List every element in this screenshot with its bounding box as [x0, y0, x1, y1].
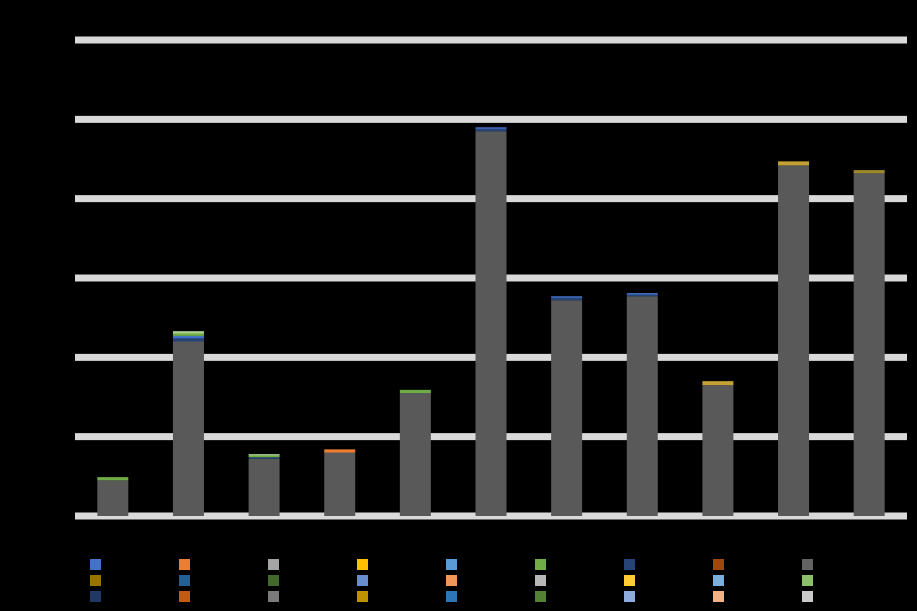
legend-swatch: [357, 575, 368, 586]
bar-segment: [702, 385, 734, 516]
bar-stack: [475, 127, 507, 516]
legend-swatch: [713, 591, 724, 602]
legend-swatch: [535, 591, 546, 602]
bar-segment: [475, 128, 507, 132]
bar-segment: [248, 457, 280, 459]
legend-swatch: [624, 591, 635, 602]
bar-segment: [172, 341, 204, 516]
bar-stack: [551, 296, 583, 516]
bar-segment: [172, 338, 204, 342]
bar-segment: [475, 127, 507, 129]
bar-stack: [97, 477, 129, 516]
bar-stack: [399, 389, 431, 516]
bar-segment: [97, 477, 129, 481]
bar-segment: [551, 296, 583, 298]
legend-swatch: [90, 559, 101, 570]
legend-swatch: [268, 591, 279, 602]
bar-segment: [475, 131, 507, 516]
legend-swatch: [802, 575, 813, 586]
legend-swatch: [624, 559, 635, 570]
bar-segment: [324, 449, 356, 453]
bar-stack: [324, 449, 356, 516]
bar-segment: [626, 296, 658, 516]
legend-swatch: [357, 591, 368, 602]
legend-swatch: [90, 575, 101, 586]
legend-swatch: [446, 575, 457, 586]
bar-segment: [172, 331, 204, 334]
bar-segment: [172, 333, 204, 336]
bar-stack: [626, 293, 658, 516]
bar-segment: [399, 389, 431, 394]
legend-swatch: [268, 559, 279, 570]
bar-segment: [626, 293, 658, 295]
bar-stack: [778, 161, 810, 516]
legend-swatch: [535, 559, 546, 570]
legend: [90, 559, 813, 602]
legend-swatch: [90, 591, 101, 602]
bar-segment: [626, 294, 658, 297]
legend-swatch: [713, 559, 724, 570]
legend-swatch: [179, 575, 190, 586]
bar-segment: [778, 165, 810, 516]
bar-segment: [551, 297, 583, 301]
bar-stack: [702, 381, 734, 516]
bar-stack: [172, 331, 204, 516]
legend-swatch: [713, 575, 724, 586]
bar-segment: [324, 452, 356, 516]
bar-stack: [248, 454, 280, 516]
legend-swatch: [535, 575, 546, 586]
bar-segment: [248, 455, 280, 458]
legend-swatch: [802, 591, 813, 602]
legend-swatch: [802, 559, 813, 570]
bar-segment: [248, 454, 280, 456]
bar-segment: [702, 381, 734, 386]
bar-segment: [172, 335, 204, 339]
bar-segment: [778, 161, 810, 166]
bar-segment: [853, 170, 885, 174]
legend-swatch: [179, 591, 190, 602]
bar-segment: [551, 300, 583, 516]
bar-stacks: [97, 127, 885, 516]
legend-swatch: [268, 575, 279, 586]
bar-segment: [248, 458, 280, 516]
bar-stack: [853, 170, 885, 516]
legend-swatch: [446, 591, 457, 602]
legend-swatch: [446, 559, 457, 570]
bar-segment: [97, 480, 129, 516]
bar-segment: [853, 173, 885, 516]
legend-swatch: [624, 575, 635, 586]
bar-segment: [399, 393, 431, 516]
legend-swatch: [357, 559, 368, 570]
legend-swatch: [179, 559, 190, 570]
